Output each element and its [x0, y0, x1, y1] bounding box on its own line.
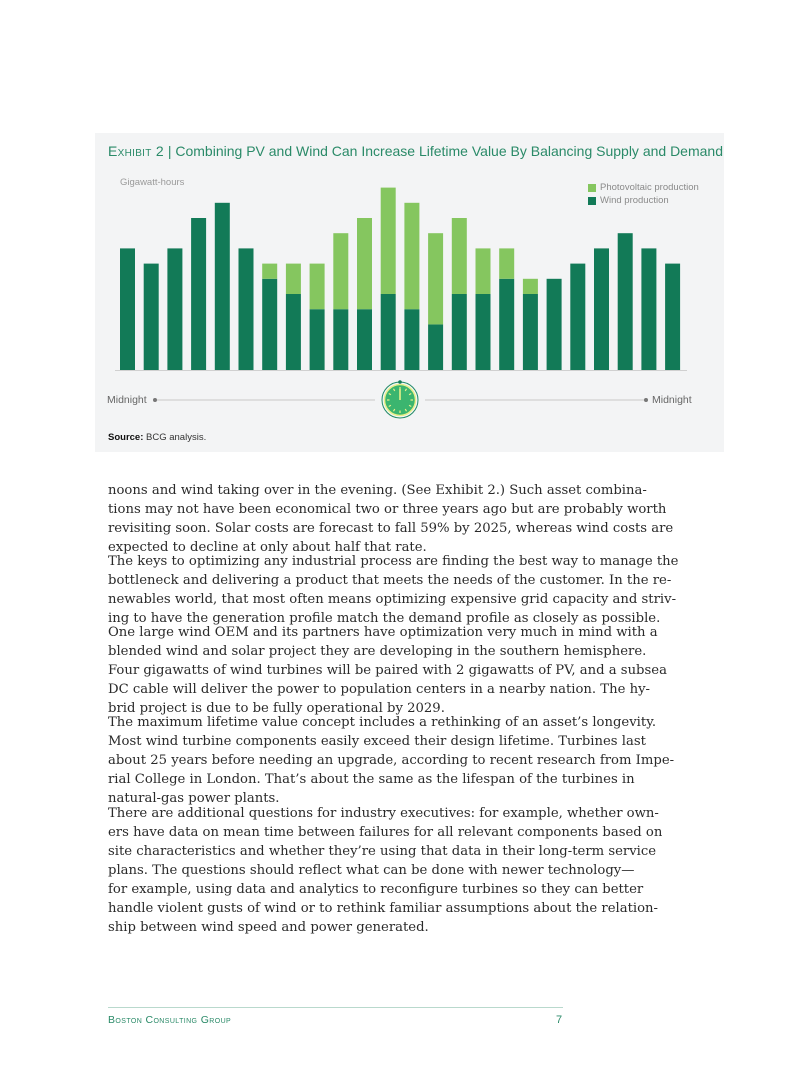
bar-pv-11 [357, 218, 372, 310]
bar-pv-15 [451, 218, 467, 294]
bar-pv-7 [262, 263, 278, 279]
bar-wind-3 [167, 248, 183, 370]
bar-wind-8 [285, 294, 301, 370]
paragraph-4-line: natural-gas power plants. [108, 791, 280, 806]
bar-wind-11 [357, 309, 372, 370]
paragraph-4-line: The maximum lifetime value concept inclu… [108, 715, 657, 730]
paragraph-5-line: site characteristics and whether they’re… [108, 844, 657, 859]
legend-label-wind: Wind production [600, 195, 669, 206]
bar-wind-22 [617, 233, 633, 370]
bar-wind-20 [570, 263, 586, 370]
chart-legend: Photovoltaic production Wind production [588, 181, 699, 207]
footer-brand: Boston Consulting Group [108, 1014, 232, 1026]
paragraph-2-line: The keys to optimizing any industrial pr… [108, 554, 679, 569]
paragraph-2-line: newables world, that most often means op… [108, 592, 677, 607]
paragraph-5-line: for example, using data and analytics to… [108, 882, 644, 897]
paragraph-4-line: rial College in London. That’s about the… [108, 772, 635, 787]
exhibit-title-text: Combining PV and Wind Can Increase Lifet… [175, 143, 723, 159]
paragraph-3-line: blended wind and solar project they are … [108, 644, 647, 659]
bar-pv-9 [309, 263, 325, 310]
exhibit-separator: | [167, 143, 172, 159]
bar-wind-21 [594, 248, 609, 370]
bar-wind-17 [499, 278, 515, 370]
bar-wind-4 [191, 218, 207, 370]
timeline-start-label: Midnight [107, 394, 147, 406]
paragraph-5-line: plans. The questions should reflect what… [108, 863, 635, 878]
paragraph-1-line: noons and wind taking over in the evenin… [108, 483, 647, 498]
bar-wind-6 [238, 248, 254, 370]
source-text: BCG analysis. [146, 432, 207, 443]
paragraph-2-line: ing to have the generation profile match… [108, 611, 661, 626]
bar-wind-19 [546, 278, 562, 370]
source-note: Source: BCG analysis. [108, 432, 206, 443]
bar-wind-9 [309, 309, 325, 370]
legend-item-wind: Wind production [588, 194, 699, 207]
bar-wind-14 [428, 324, 444, 370]
legend-swatch-pv [588, 183, 596, 192]
bar-wind-7 [262, 278, 278, 370]
bar-wind-15 [451, 294, 467, 370]
timeline-end-dot [644, 398, 648, 402]
bar-wind-2 [143, 263, 159, 370]
paragraph-4-line: about 25 years before needing an upgrade… [108, 753, 675, 768]
bar-wind-13 [404, 309, 420, 370]
bar-wind-23 [641, 248, 657, 370]
paragraph-4-line: Most wind turbine components easily exce… [108, 734, 646, 749]
paragraph-3-line: One large wind OEM and its partners have… [108, 625, 658, 640]
page-number: 7 [556, 1014, 563, 1026]
bar-wind-12 [380, 294, 396, 370]
bar-wind-24 [665, 263, 681, 370]
paragraph-1-line: tions may not have been economical two o… [108, 502, 667, 517]
paragraph-2-line: bottleneck and delivering a product that… [108, 573, 672, 588]
bar-pv-16 [475, 248, 491, 294]
bar-pv-18 [522, 278, 538, 294]
bar-pv-12 [380, 187, 396, 294]
bar-wind-18 [522, 294, 538, 370]
y-axis-label: Gigawatt-hours [120, 177, 185, 188]
paragraph-3-line: DC cable will deliver the power to popul… [108, 682, 650, 697]
legend-label-pv: Photovoltaic production [600, 182, 699, 193]
paragraph-3-line: brid project is due to be fully operatio… [108, 701, 445, 716]
paragraph-1-line: revisiting soon. Solar costs are forecas… [108, 521, 674, 536]
bar-pv-13 [404, 202, 420, 310]
paragraph-3-line: Four gigawatts of wind turbines will be … [108, 663, 667, 678]
paragraph-1-line: expected to decline at only about half t… [108, 540, 427, 555]
source-label: Source: [108, 432, 144, 443]
bar-chart [115, 187, 687, 419]
bar-pv-10 [333, 233, 349, 310]
paragraph-5-line: There are additional questions for indus… [108, 806, 659, 821]
paragraph-5-line: handle violent gusts of wind or to rethi… [108, 901, 659, 916]
paragraph-5-line: ers have data on mean time between failu… [108, 825, 663, 840]
bar-wind-1 [120, 248, 135, 370]
bar-wind-10 [333, 309, 349, 370]
bar-wind-5 [214, 202, 230, 370]
exhibit-label: Exhibit 2 [108, 143, 164, 159]
timeline-start-dot [153, 398, 157, 402]
bar-pv-14 [428, 233, 444, 325]
paragraph-5-line: ship between wind speed and power genera… [108, 920, 429, 935]
legend-item-pv: Photovoltaic production [588, 181, 699, 194]
bar-pv-8 [285, 263, 301, 294]
footer-divider [108, 1007, 563, 1008]
timeline-end-label: Midnight [652, 394, 692, 406]
bar-wind-16 [475, 294, 491, 370]
bar-pv-17 [499, 248, 515, 279]
clock-icon [381, 380, 419, 419]
exhibit-title: Exhibit 2 | Combining PV and Wind Can In… [108, 143, 723, 159]
legend-swatch-wind [588, 196, 596, 205]
